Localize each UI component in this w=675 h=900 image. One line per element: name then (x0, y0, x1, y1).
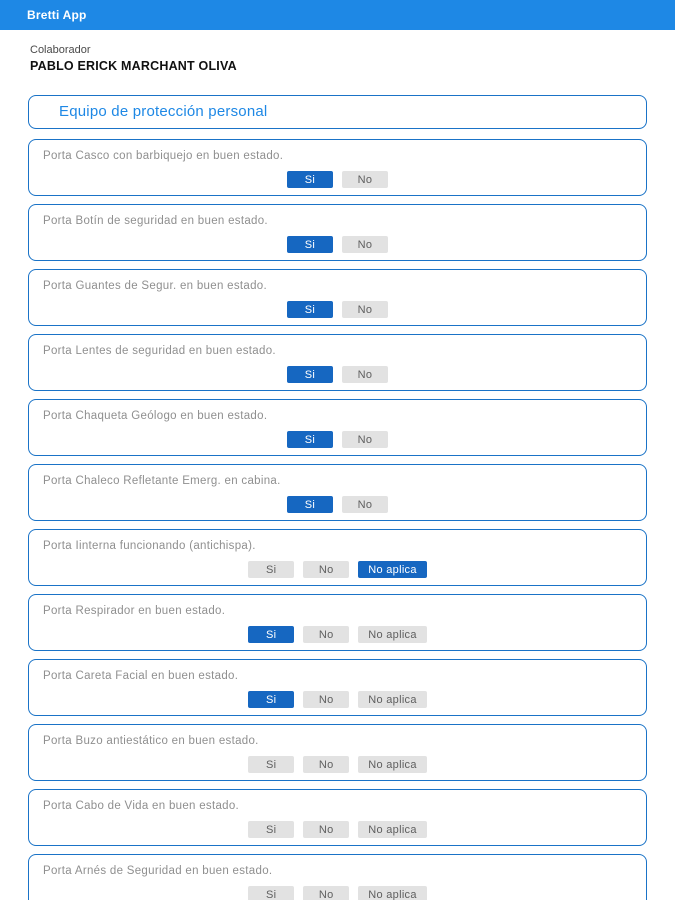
question-card: Porta Guantes de Segur. en buen estado. … (28, 269, 647, 326)
question-card: Porta Cabo de Vida en buen estado. Si No N… (28, 789, 647, 846)
option-button-si[interactable]: Si (287, 431, 333, 448)
options-row: Si No No aplica (43, 756, 632, 773)
collaborator-label: Colaborador (30, 44, 91, 56)
section-title-card: Equipo de protección personal (28, 95, 647, 129)
option-button-no[interactable]: No (303, 561, 350, 578)
question-card: Porta Casco con barbiquejo en buen estad… (28, 139, 647, 196)
options-row: Si No (43, 171, 632, 188)
question-text: Porta Buzo antiestático en buen estado. (43, 735, 259, 747)
option-button-no[interactable]: No (342, 171, 388, 188)
option-button-si[interactable]: Si (248, 691, 295, 708)
option-button-no[interactable]: No (303, 886, 350, 900)
options-row: Si No No aplica (43, 821, 632, 838)
option-button-no-aplica[interactable]: No aplica (358, 561, 427, 578)
option-button-no[interactable]: No (303, 756, 350, 773)
question-card: Porta Arnés de Seguridad en buen estado.… (28, 854, 647, 900)
option-button-no[interactable]: No (342, 301, 388, 318)
question-text: Porta Lentes de seguridad en buen estado… (43, 345, 276, 357)
option-button-si[interactable]: Si (287, 301, 333, 318)
option-button-no[interactable]: No (342, 431, 388, 448)
option-button-no[interactable]: No (342, 366, 388, 383)
question-card: Porta Lentes de seguridad en buen estado… (28, 334, 647, 391)
option-button-si[interactable]: Si (248, 626, 295, 643)
question-text: Porta Cabo de Vida en buen estado. (43, 800, 240, 812)
app-bar: Bretti App (0, 0, 675, 30)
option-button-no-aplica[interactable]: No aplica (358, 691, 427, 708)
collaborator-block: Colaborador PABLO ERICK MARCHANT OLIVA (0, 30, 675, 79)
option-button-no-aplica[interactable]: No aplica (358, 821, 427, 838)
question-card: Porta Buzo antiestático en buen estado. … (28, 724, 647, 781)
options-row: Si No No aplica (43, 626, 632, 643)
option-button-no[interactable]: No (342, 236, 388, 253)
option-button-si[interactable]: Si (287, 496, 333, 513)
option-button-no[interactable]: No (303, 691, 350, 708)
options-row: Si No No aplica (43, 691, 632, 708)
options-row: Si No No aplica (43, 886, 632, 900)
option-button-si[interactable]: Si (248, 886, 295, 900)
option-button-no-aplica[interactable]: No aplica (358, 886, 427, 900)
question-text: Porta Guantes de Segur. en buen estado. (43, 280, 267, 292)
question-text: Porta Careta Facial en buen estado. (43, 670, 239, 682)
section-title: Equipo de protección personal (59, 103, 268, 120)
option-button-si[interactable]: Si (248, 821, 295, 838)
question-card: Porta Careta Facial en buen estado. Si No… (28, 659, 647, 716)
question-card: Porta Iinterna funcionando (antichispa).… (28, 529, 647, 586)
question-text: Porta Chaleco Refletante Emerg. en cabin… (43, 475, 281, 487)
options-row: Si No (43, 236, 632, 253)
question-text: Porta Arnés de Seguridad en buen estado. (43, 865, 273, 877)
option-button-no[interactable]: No (303, 821, 350, 838)
question-text: Porta Respirador en buen estado. (43, 605, 226, 617)
option-button-si[interactable]: Si (287, 366, 333, 383)
question-card: Porta Botín de seguridad en buen estado.… (28, 204, 647, 261)
options-row: Si No No aplica (43, 561, 632, 578)
option-button-no-aplica[interactable]: No aplica (358, 756, 427, 773)
options-row: Si No (43, 496, 632, 513)
question-list: Porta Casco con barbiquejo en buen estad… (0, 139, 675, 900)
option-button-no-aplica[interactable]: No aplica (358, 626, 427, 643)
question-text: Porta Botín de seguridad en buen estado. (43, 215, 268, 227)
option-button-no[interactable]: No (303, 626, 350, 643)
option-button-si[interactable]: Si (248, 561, 295, 578)
options-row: Si No (43, 431, 632, 448)
collaborator-name: PABLO ERICK MARCHANT OLIVA (30, 59, 237, 73)
question-card: Porta Chaleco Refletante Emerg. en cabin… (28, 464, 647, 521)
app-title: Bretti App (27, 8, 87, 22)
question-card: Porta Respirador en buen estado. Si No No … (28, 594, 647, 651)
question-text: Porta Iinterna funcionando (antichispa). (43, 540, 256, 552)
option-button-si[interactable]: Si (248, 756, 295, 773)
options-row: Si No (43, 301, 632, 318)
option-button-si[interactable]: Si (287, 171, 333, 188)
question-card: Porta Chaqueta Geólogo en buen estado. S… (28, 399, 647, 456)
options-row: Si No (43, 366, 632, 383)
option-button-no[interactable]: No (342, 496, 388, 513)
question-text: Porta Chaqueta Geólogo en buen estado. (43, 410, 268, 422)
question-text: Porta Casco con barbiquejo en buen estad… (43, 150, 284, 162)
option-button-si[interactable]: Si (287, 236, 333, 253)
